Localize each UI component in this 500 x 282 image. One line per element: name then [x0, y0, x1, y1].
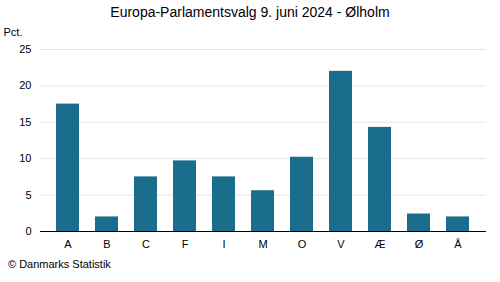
- svg-text:Pct.: Pct.: [4, 26, 23, 38]
- svg-text:15: 15: [19, 116, 31, 128]
- html-text:Europa-Parlamentsvalg 9. juni: Europa-Parlamentsvalg 9. juni 2024 - Ølh…: [110, 4, 390, 20]
- svg-text:B: B: [103, 238, 110, 250]
- svg-text:25: 25: [19, 43, 31, 55]
- svg-text:M: M: [258, 238, 267, 250]
- svg-text:A: A: [64, 238, 72, 250]
- svg-text:0: 0: [25, 225, 31, 237]
- svg-text:Æ: Æ: [375, 238, 386, 250]
- svg-text:Å: Å: [454, 238, 462, 250]
- html-text:© Danmarks Statistik: © Danmarks Statistik: [8, 258, 111, 270]
- svg-text:10: 10: [19, 152, 31, 164]
- svg-text:O: O: [298, 238, 307, 250]
- svg-text:Ø: Ø: [415, 238, 424, 250]
- svg-text:C: C: [142, 238, 150, 250]
- svg-text:V: V: [337, 238, 345, 250]
- svg-text:5: 5: [25, 189, 31, 201]
- svg-text:20: 20: [19, 79, 31, 91]
- svg-text:F: F: [182, 238, 189, 250]
- svg-text:I: I: [222, 238, 225, 250]
